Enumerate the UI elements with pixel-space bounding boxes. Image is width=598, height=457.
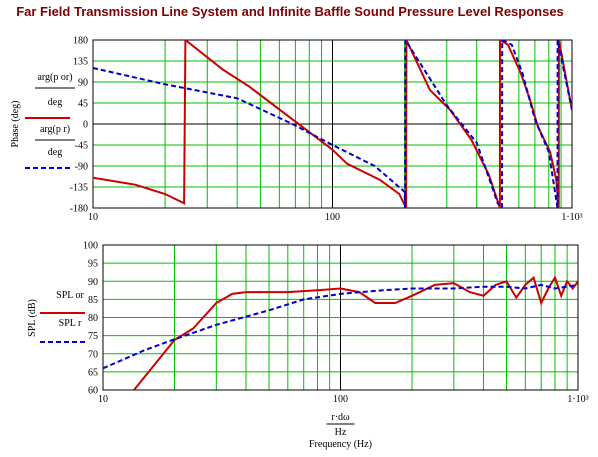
x-axis-label: Frequency (Hz): [309, 439, 372, 450]
x-tick-label: 1·10³: [567, 394, 588, 405]
plot-frame: [92, 39, 573, 209]
plot-frame: [102, 244, 579, 391]
x-tick-label: 10: [88, 212, 98, 223]
legend-label: arg(p or): [37, 72, 72, 83]
y-tick-label: 70: [88, 349, 98, 360]
y-tick-label: 75: [88, 331, 98, 342]
y-tick-label: -45: [75, 141, 88, 152]
legend-unit: deg: [48, 97, 62, 108]
x-axis-label-numerator: r·dω: [331, 412, 350, 423]
y-tick-label: 80: [88, 313, 98, 324]
y-tick-label: 95: [88, 259, 98, 270]
x-tick-label: 1·10³: [561, 212, 582, 223]
y-tick-label: -90: [75, 162, 88, 173]
series-line: [133, 275, 578, 390]
y-tick-label: 0: [83, 120, 88, 131]
legend-label: arg(p r): [40, 124, 70, 135]
series-line: [103, 283, 578, 370]
y-tick-label: 135: [73, 57, 88, 68]
y-tick-label: 100: [83, 241, 98, 252]
legend-label: SPL r: [59, 318, 82, 329]
legend-label: SPL or: [56, 290, 84, 301]
y-tick-label: 45: [78, 99, 88, 110]
x-tick-label: 100: [333, 394, 348, 405]
y-axis-label: Phase (deg): [10, 101, 21, 148]
legend-unit: deg: [48, 147, 62, 158]
chart-title: Far Field Transmission Line System and I…: [16, 4, 564, 19]
y-tick-label: 65: [88, 367, 98, 378]
y-tick-label: 60: [88, 386, 98, 397]
y-tick-label: -180: [70, 204, 88, 215]
y-tick-label: -135: [70, 183, 88, 194]
y-tick-label: 90: [78, 78, 88, 89]
x-tick-label: 100: [325, 212, 340, 223]
y-tick-label: 90: [88, 277, 98, 288]
y-tick-label: 85: [88, 295, 98, 306]
y-tick-label: 180: [73, 36, 88, 47]
y-axis-label: SPL (dB): [27, 299, 38, 337]
x-axis-label-denominator: Hz: [335, 427, 347, 438]
series-line: [93, 40, 572, 208]
x-tick-label: 10: [98, 394, 108, 405]
